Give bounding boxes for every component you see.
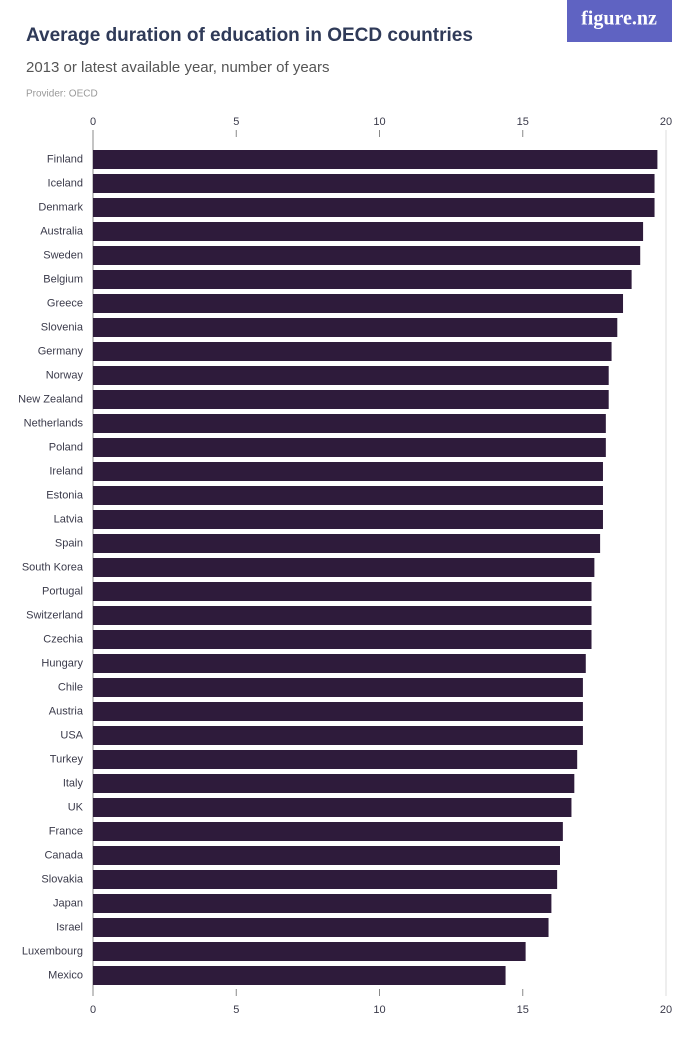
y-tick-label: Latvia [54,513,84,525]
y-tick-label: Austria [49,705,84,717]
bar [93,414,606,433]
logo-box[interactable] [567,0,672,42]
bar [93,534,601,553]
y-tick-label: Denmark [38,201,83,213]
y-tick-label: USA [60,729,83,741]
bar [93,702,583,721]
bar [93,966,506,985]
bar [93,750,578,769]
bar [93,822,563,841]
y-tick-label: South Korea [22,561,84,573]
y-tick-label: Greece [47,297,83,309]
y-tick-label: Mexico [48,969,83,981]
bar [93,654,586,673]
x-tick-label: 0 [90,1004,96,1016]
bar [93,150,658,169]
y-tick-label: Norway [46,369,84,381]
x-tick-label: 15 [517,116,529,128]
y-tick-label: Slovenia [41,321,84,333]
y-tick-label: Spain [55,537,83,549]
x-tick-label: 5 [233,116,239,128]
x-tick-label: 15 [517,1004,529,1016]
provider: Provider: OECD [26,89,98,100]
y-tick-label: Estonia [46,489,84,501]
bar [93,870,558,889]
bar [93,798,572,817]
y-tick-label: Belgium [43,273,83,285]
y-tick-label: Ireland [49,465,83,477]
y-tick-label: France [49,825,83,837]
y-tick-label: Israel [56,921,83,933]
y-tick-label: Iceland [48,177,83,189]
bar [93,246,641,265]
bar [93,294,624,313]
y-tick-label: Poland [49,441,83,453]
bar [93,510,603,529]
bar [93,726,583,745]
bar [93,198,655,217]
logo[interactable]: figure.nz [581,8,657,30]
y-tick-label: Netherlands [24,417,84,429]
bar [93,630,592,649]
y-tick-label: Switzerland [26,609,83,621]
x-tick-label: 5 [233,1004,239,1016]
y-tick-label: Czechia [43,633,84,645]
y-tick-label: Australia [40,225,84,237]
y-tick-label: Slovakia [41,873,83,885]
bar [93,774,575,793]
bar [93,462,603,481]
y-tick-label: Italy [63,777,84,789]
bar [93,894,552,913]
y-tick-label: New Zealand [18,393,83,405]
x-tick-label: 20 [660,116,672,128]
bar [93,942,526,961]
bar [93,606,592,625]
x-tick-label: 20 [660,1004,672,1016]
y-tick-label: UK [68,801,84,813]
bar [93,678,583,697]
bar [93,366,609,385]
y-tick-label: Sweden [43,249,83,261]
bar [93,342,612,361]
x-tick-label: 10 [373,1004,385,1016]
y-tick-label: Japan [53,897,83,909]
y-tick-label: Portugal [42,585,83,597]
x-tick-label: 10 [373,116,385,128]
chart-title: Average duration of education in OECD co… [26,25,473,46]
chart-subtitle: 2013 or latest available year, number of… [26,59,330,76]
y-tick-label: Germany [38,345,84,357]
bar [93,390,609,409]
y-tick-label: Canada [44,849,83,861]
bar [93,846,560,865]
bar [93,918,549,937]
bar [93,582,592,601]
x-tick-label: 0 [90,116,96,128]
y-tick-label: Finland [47,153,83,165]
y-tick-label: Luxembourg [22,945,83,957]
y-tick-label: Turkey [50,753,84,765]
bar [93,270,632,289]
bar [93,318,618,337]
bar [93,174,655,193]
y-tick-label: Chile [58,681,83,693]
bar [93,486,603,505]
bar [93,438,606,457]
y-tick-label: Hungary [41,657,83,669]
bar [93,222,644,241]
bar [93,558,595,577]
